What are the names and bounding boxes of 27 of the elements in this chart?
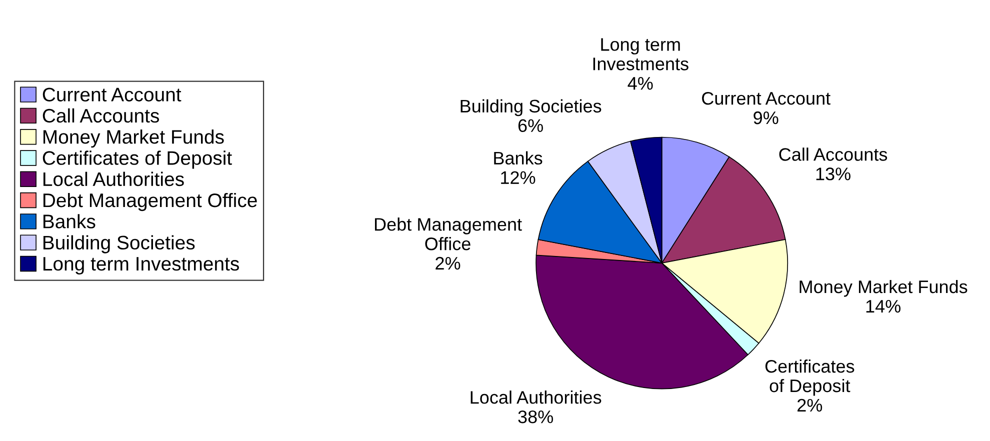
- legend-label: Call Accounts: [42, 108, 159, 123]
- legend-label: Debt Management Office: [43, 192, 257, 212]
- data-label: 38%: [518, 410, 554, 424]
- data-label: 13%: [816, 168, 850, 180]
- data-label: 9%: [754, 111, 778, 124]
- slice-label: Call Accounts: [779, 148, 888, 161]
- slice-label: Debt Management Office: [374, 218, 522, 250]
- data-label: 4%: [628, 77, 653, 90]
- data-label: 2%: [798, 398, 822, 412]
- data-label: 12%: [501, 171, 536, 184]
- legend-label: Banks: [43, 214, 96, 228]
- slice-label: Building Societies: [460, 99, 602, 116]
- slice-label: Long term Investments: [593, 38, 688, 70]
- legend-label: Certificates of Deposit: [42, 150, 232, 169]
- legend-label: Long term Investments: [43, 257, 239, 275]
- data-label: 6%: [518, 119, 543, 132]
- slice-label: Current Account: [702, 92, 830, 105]
- slice-label: Local Authorities: [470, 390, 602, 404]
- data-label: 2%: [436, 256, 460, 270]
- legend-label: Local Authorities: [43, 172, 184, 186]
- slice-label: Certificates of Deposit: [765, 360, 854, 396]
- legend-label: Current Account: [42, 88, 182, 102]
- legend-label: Building Societies: [43, 235, 195, 254]
- legend-label: Money Market Funds: [43, 130, 224, 148]
- slice-label: Banks: [494, 151, 542, 165]
- slice-label: Money Market Funds: [800, 280, 968, 297]
- data-label: 14%: [866, 300, 900, 313]
